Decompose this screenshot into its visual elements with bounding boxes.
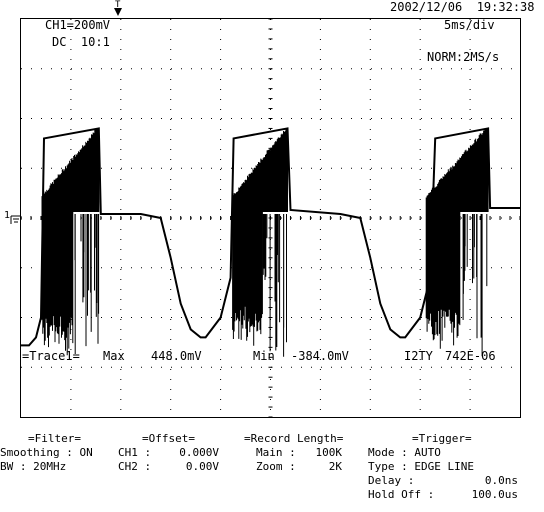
trigger-delay: Delay : 0.0ns — [368, 474, 520, 488]
i2ty-label: I2TY — [404, 349, 433, 363]
i2ty-value: 742E-06 — [445, 349, 496, 363]
timebase-scale: 5ms/div — [444, 18, 495, 32]
ground-marker-icon — [10, 215, 21, 224]
min-label: Min — [253, 349, 275, 363]
bandwidth-label: BW : 20MHz — [0, 460, 67, 473]
trigger-holdoff: Hold Off : 100.0us — [368, 488, 520, 502]
filter-row: BW : 20MHz — [0, 460, 125, 474]
ringing-spikes — [262, 214, 287, 357]
trigger-position-marker — [114, 8, 122, 16]
smoothing-value: ON — [79, 446, 93, 459]
offset-row: CH2 : 0.00V — [118, 460, 228, 474]
max-value: 448.0mV — [151, 349, 202, 363]
record-length-panel: =Record Length= Main : 100K Zoom : 2K — [244, 432, 356, 474]
offset-panel: =Offset= CH1 : 0.000V CH2 : 0.00V — [118, 432, 228, 474]
ch2-offset-value: 0.00V — [185, 460, 219, 473]
ch1-offset-value: 0.000V — [179, 446, 219, 459]
trigger-position-marker-label: T — [115, 0, 121, 10]
offset-title: =Offset= — [142, 432, 195, 445]
ch1-offset-label: CH1 : — [118, 446, 152, 459]
waveform-canvas — [21, 19, 520, 417]
record-row: Zoom : 2K — [244, 460, 356, 474]
offset-row: CH1 : 0.000V — [118, 446, 228, 460]
trigger-delay-value: 0.0ns — [484, 474, 518, 487]
sampling-mode: NORM:2MS/s — [427, 50, 500, 64]
zoom-record-value: 2K — [328, 460, 342, 473]
main-record-label: Main : — [256, 446, 296, 459]
trigger-mode: Mode : AUTO — [368, 446, 520, 460]
trigger-type: Type : EDGE LINE — [368, 460, 520, 474]
datetime: 2002/12/06 19:32:38 — [390, 0, 535, 14]
trigger-mode-label: Mode : AUTO — [368, 446, 441, 459]
scope-display: CH1=200mV DC 10:1 5ms/div NORM:2MS/s =Tr… — [20, 18, 521, 418]
channel-ground-marker-label: 1 — [4, 210, 11, 221]
ringing-spikes — [74, 214, 100, 354]
trigger-holdoff-value: 100.0us — [471, 488, 518, 501]
record-length-title: =Record Length= — [244, 432, 344, 445]
smoothing-label: Smoothing : — [0, 446, 73, 459]
ringing-spikes — [462, 214, 488, 357]
ringing-burst — [232, 128, 288, 346]
record-row: Main : 100K — [244, 446, 356, 460]
filter-title: =Filter= — [28, 432, 81, 445]
filter-row: Smoothing : ON — [0, 446, 125, 460]
main-record-value: 100K — [315, 446, 343, 459]
ringing-burst — [425, 128, 489, 349]
ringing-burst — [41, 128, 100, 356]
trigger-delay-label: Delay : — [368, 474, 415, 487]
trigger-type-label: Type : EDGE LINE — [368, 460, 474, 473]
min-value: -384.0mV — [291, 349, 349, 363]
filter-panel: =Filter= Smoothing : ON BW : 20MHz — [0, 432, 125, 474]
channel-scale: CH1=200mV — [45, 18, 111, 32]
max-label: Max — [103, 349, 125, 363]
trigger-title: =Trigger= — [412, 432, 472, 445]
trigger-holdoff-label: Hold Off : — [368, 488, 435, 501]
zoom-record-label: Zoom : — [256, 460, 296, 473]
channel-coupling: DC 10:1 — [52, 35, 110, 49]
trace-label: =Trace1= — [22, 349, 80, 363]
ch2-offset-label: CH2 : — [118, 460, 152, 473]
trigger-panel: =Trigger= Mode : AUTO Type : EDGE LINE D… — [368, 432, 520, 502]
